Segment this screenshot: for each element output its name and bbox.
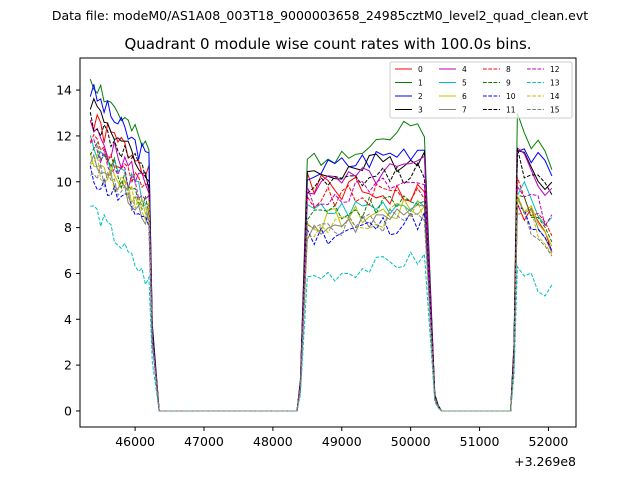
x-tick-label-50000: 50000 [391,434,431,449]
y-tick-label-14: 14 [56,83,72,98]
legend-label-8: 8 [506,65,511,74]
x-tick-label-51000: 51000 [460,434,500,449]
legend-label-5: 5 [462,79,467,88]
plot-frame [79,57,577,428]
x-tick-label-46000: 46000 [115,434,155,449]
y-tick-label-6: 6 [64,266,72,281]
legend-label-13: 13 [550,79,560,88]
x-offset-label: +3.269e8 [514,454,576,469]
legend-box [389,61,573,119]
legend-label-3: 3 [418,106,423,115]
series-line-11 [89,112,553,412]
y-tick-label-12: 12 [56,128,72,143]
series-layer [89,78,553,412]
series-line-13 [90,205,553,412]
x-tick-label-49000: 49000 [322,434,362,449]
legend-label-6: 6 [462,92,467,101]
legend-label-0: 0 [418,65,423,74]
y-tick-label-0: 0 [64,403,72,418]
chart-title: Quadrant 0 module wise count rates with … [124,35,531,53]
y-tick-label-10: 10 [56,174,72,189]
y-tick-label-2: 2 [64,358,72,373]
legend-label-10: 10 [506,92,516,101]
series-line-15 [90,163,553,412]
x-tick-label-52000: 52000 [529,434,569,449]
y-tick-label-4: 4 [64,312,72,327]
legend-label-2: 2 [418,92,423,101]
y-axis: 0 2 4 6 8 10 12 14 [56,83,80,418]
legend-label-15: 15 [550,106,560,115]
y-tick-label-8: 8 [64,220,72,235]
legend-label-9: 9 [506,79,511,88]
legend-label-14: 14 [550,92,560,101]
legend-label-12: 12 [550,65,560,74]
x-axis: 46000 47000 48000 49000 50000 51000 52000 [115,427,568,449]
legend-label-11: 11 [506,106,516,115]
legend-label-4: 4 [462,65,467,74]
chart-suptitle: Data file: modeM0/AS1A08_003T18_90000036… [52,8,588,23]
legend-label-1: 1 [418,79,423,88]
x-tick-label-47000: 47000 [184,434,224,449]
x-tick-label-48000: 48000 [253,434,293,449]
legend-label-7: 7 [462,106,467,115]
